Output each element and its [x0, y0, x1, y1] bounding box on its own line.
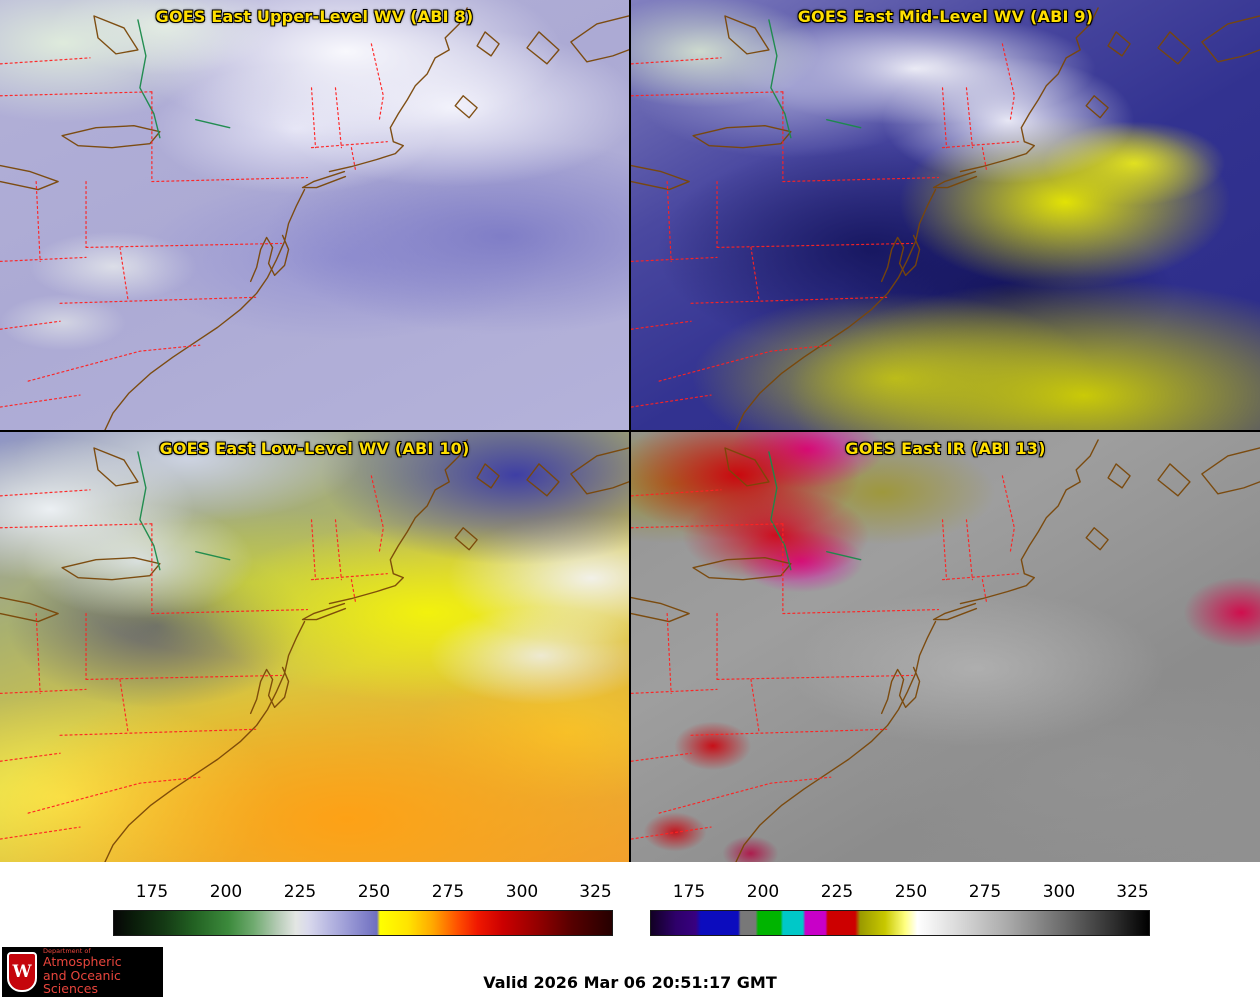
map-boundaries-overlay — [631, 7, 1260, 430]
panel-title-mid-level-wv: GOES East Mid-Level WV (ABI 9) — [797, 7, 1094, 26]
panel-title-low-level-wv: GOES East Low-Level WV (ABI 10) — [159, 439, 470, 458]
panel-title-upper-level-wv: GOES East Upper-Level WV (ABI 8) — [155, 7, 474, 26]
ir-tick-label: 225 — [820, 882, 854, 902]
uw-crest-icon: W — [7, 952, 37, 992]
wv-tick-label: 300 — [505, 882, 539, 902]
ir-tick-label: 325 — [1116, 882, 1149, 902]
ir-enhancement-colorbar — [650, 910, 1150, 936]
ir-tick-label: 275 — [968, 882, 1002, 902]
wv-colorbar-ticks: 175 200 225 250 275 300 325 — [113, 882, 613, 904]
valid-time: Valid 2026 Mar 06 20:51:17 GMT — [483, 973, 777, 992]
ir-tick-label: 300 — [1042, 882, 1076, 902]
map-boundaries-overlay — [0, 7, 629, 430]
crest-letter: W — [12, 962, 32, 982]
map-boundaries-overlay — [0, 439, 629, 862]
wv-enhancement-colorbar — [113, 910, 613, 936]
logo-line-atmospheric: Atmospheric — [43, 954, 122, 970]
ir-tick-label: 175 — [672, 882, 706, 902]
wv-tick-label: 200 — [209, 882, 243, 902]
wv-tick-label: 250 — [357, 882, 391, 902]
wv-tick-label: 225 — [283, 882, 317, 902]
map-boundaries-overlay — [631, 439, 1260, 862]
panel-low-level-wv: GOES East Low-Level WV (ABI 10) — [0, 432, 629, 862]
ir-colorbar-ticks: 175 200 225 250 275 300 325 — [650, 882, 1150, 904]
wv-tick-label: 175 — [135, 882, 169, 902]
ir-tick-label: 250 — [894, 882, 928, 902]
wv-tick-label: 275 — [431, 882, 465, 902]
satellite-panel-grid: GOES East Upper-Level WV (ABI 8) GOES Ea… — [0, 0, 1260, 862]
uw-aos-logo: W Department of Atmospheric and Oceanic … — [2, 947, 163, 997]
panel-upper-level-wv: GOES East Upper-Level WV (ABI 8) — [0, 0, 629, 430]
ir-tick-label: 200 — [746, 882, 780, 902]
logo-department-of: Department of — [43, 947, 91, 956]
panel-mid-level-wv: GOES East Mid-Level WV (ABI 9) — [631, 0, 1260, 430]
panel-ir: GOES East IR (ABI 13) — [631, 432, 1260, 862]
logo-text: Department of Atmospheric and Oceanic Sc… — [43, 948, 158, 996]
panel-title-ir: GOES East IR (ABI 13) — [845, 439, 1046, 458]
logo-line-oceanic: and Oceanic Sciences — [43, 967, 121, 997]
wv-tick-label: 325 — [579, 882, 612, 902]
